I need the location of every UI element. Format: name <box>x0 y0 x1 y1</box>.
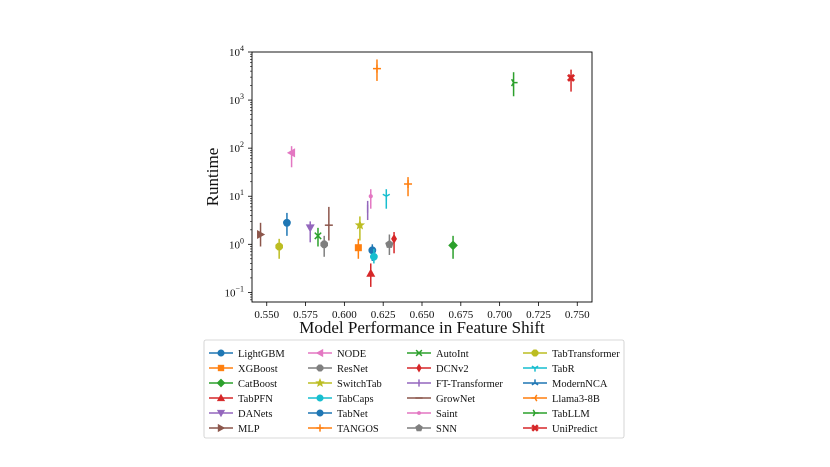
point-marker <box>257 229 266 240</box>
legend-label: TabR <box>552 364 575 375</box>
legend-marker <box>316 409 324 417</box>
legend-marker <box>217 349 225 357</box>
x-tick-label: 0.675 <box>448 309 473 321</box>
data-points <box>257 59 576 287</box>
point-marker <box>372 64 381 73</box>
legend-marker <box>315 378 325 388</box>
legend-marker <box>217 364 225 372</box>
x-axis: 0.550 0.575 0.600 0.625 0.650 0.675 0.700 0.725… <box>254 302 590 321</box>
legend-marker <box>216 378 226 388</box>
legend-label: TANGOS <box>337 424 379 435</box>
x-tick-label: 0.575 <box>293 309 318 321</box>
legend-label: UniPredict <box>552 424 598 435</box>
y-tick-label: 101 <box>229 188 244 203</box>
legend-marker <box>217 423 226 433</box>
x-tick-label: 0.600 <box>332 309 357 321</box>
point-marker <box>283 218 291 227</box>
legend-label: ResNet <box>337 364 368 375</box>
legend-label: SwitchTab <box>337 379 382 390</box>
x-axis-label: Model Performance in Feature Shift <box>299 318 545 337</box>
legend-marker <box>316 364 324 372</box>
legend-marker <box>216 393 226 402</box>
point-marker <box>369 252 378 261</box>
legend-marker <box>531 379 539 386</box>
legend-label: CatBoost <box>238 379 277 390</box>
point-marker <box>567 73 576 82</box>
point-marker <box>368 194 373 199</box>
x-tick-label: 0.650 <box>410 309 435 321</box>
point-marker <box>275 242 283 251</box>
legend-marker <box>316 424 324 432</box>
legend-marker <box>531 349 539 357</box>
legend-label: ModernNCA <box>552 379 608 390</box>
legend-label: NODE <box>337 349 366 360</box>
y-tick-label: 103 <box>229 92 244 107</box>
y-tick-label: 104 <box>229 44 244 59</box>
y-axis: 10−1 100 101 102 103 104 <box>224 44 252 301</box>
point-marker <box>382 193 391 201</box>
legend-label: DANets <box>238 409 272 420</box>
legend-label: AutoInt <box>436 349 469 360</box>
y-tick-label: 10−1 <box>224 284 244 299</box>
y-tick-label: 102 <box>229 140 244 155</box>
y-tick-label: 100 <box>229 236 244 251</box>
legend-marker <box>417 411 421 415</box>
legend-label: XGBoost <box>238 364 278 375</box>
point-marker <box>510 78 518 87</box>
point-marker <box>366 268 376 277</box>
plot-frame <box>251 51 593 303</box>
legend-label: TabPFN <box>238 394 273 405</box>
legend-label: Llama3-8B <box>552 394 600 405</box>
point-marker <box>368 246 377 255</box>
point-marker <box>385 239 394 248</box>
point-marker <box>320 240 329 249</box>
legend-marker <box>316 394 324 402</box>
legend-label: TabLLM <box>552 409 590 420</box>
x-tick-label: 0.550 <box>254 309 279 321</box>
point-marker <box>404 179 413 188</box>
legend-marker <box>315 348 324 358</box>
legend-label: GrowNet <box>436 394 475 405</box>
point-marker <box>354 219 366 230</box>
x-tick-label: 0.750 <box>565 309 590 321</box>
legend-label: DCNv2 <box>436 364 469 375</box>
legend-marker <box>416 363 422 373</box>
legend-marker <box>531 394 538 402</box>
legend-label: TabNet <box>337 409 368 420</box>
point-marker <box>305 224 315 233</box>
legend-marker <box>531 424 539 432</box>
legend-marker <box>216 409 226 418</box>
point-marker <box>354 244 362 252</box>
legend-marker <box>532 409 539 417</box>
legend: LightGBM XGBoost CatBoost TabPFN DANets MLP NO… <box>203 339 625 439</box>
x-tick-label: 0.700 <box>487 309 512 321</box>
x-tick-label: 0.625 <box>371 309 396 321</box>
legend-marker <box>415 349 423 357</box>
legend-label: SNN <box>436 424 457 435</box>
legend-label: TabTransformer <box>552 349 620 360</box>
point-marker <box>391 233 398 244</box>
point-marker <box>448 240 458 251</box>
legend-marker <box>531 365 539 372</box>
legend-label: Saint <box>436 409 458 420</box>
y-axis-label: Runtime <box>203 148 222 207</box>
x-tick-label: 0.725 <box>526 309 551 321</box>
legend-label: FT-Transformer <box>436 379 503 390</box>
point-marker <box>314 232 322 240</box>
legend-label: LightGBM <box>238 349 285 360</box>
point-marker <box>286 148 296 158</box>
legend-marker <box>415 424 423 432</box>
legend-label: TabCaps <box>337 394 374 405</box>
legend-label: MLP <box>238 424 260 435</box>
